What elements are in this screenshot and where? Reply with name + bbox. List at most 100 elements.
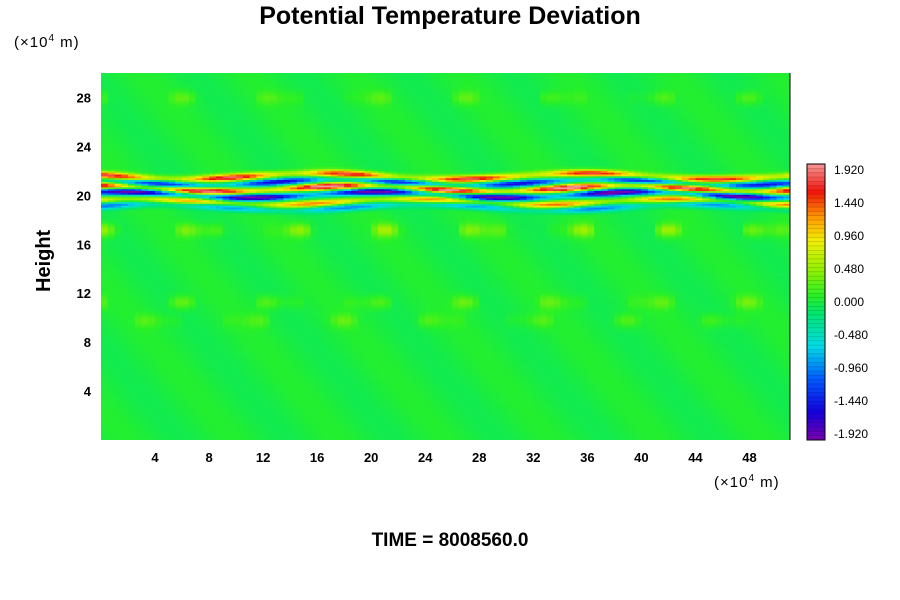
heatmap-cell [310,438,318,440]
heatmap-cell [641,416,649,419]
heatmap-cell [654,419,663,423]
heatmap-cell [681,438,690,440]
heatmap-cell [350,421,359,425]
heatmap-cell [756,427,764,430]
heatmap-cell [364,434,372,437]
heatmap-cell [445,430,453,434]
heatmap-cell [452,438,460,440]
heatmap-cell [594,417,602,421]
heatmap-cell [350,434,359,437]
heatmap-cell [459,428,467,432]
heatmap-cell [459,438,467,440]
heatmap-cell [418,416,426,419]
heatmap-cell [594,432,609,436]
heatmap-cell [215,414,224,417]
heatmap-cell [357,423,366,426]
heatmap-cell [182,434,190,437]
heatmap-cell [594,438,602,440]
heatmap-cell [283,427,291,430]
heatmap-cell [317,416,325,419]
heatmap-cell [513,428,521,432]
heatmap-cell [229,427,237,430]
heatmap-cell [148,434,156,437]
heatmap-cell [317,419,332,423]
heatmap-cell [560,414,568,417]
heatmap-cell [195,436,203,439]
heatmap-cell [540,428,548,432]
heatmap-cell [242,427,251,430]
heatmap-cell [661,438,670,440]
heatmap-cell [621,434,629,437]
heatmap-cell [175,421,183,425]
heatmap-cell [567,438,575,440]
heatmap-cell [695,416,703,419]
heatmap-cell [411,428,420,432]
heatmap-cell [168,416,176,419]
heatmap-cell [317,434,325,437]
heatmap-cell [756,416,764,419]
heatmap-cell [594,414,602,417]
heatmap-cell [161,423,176,426]
heatmap-cell [776,428,784,432]
heatmap-cell [526,430,534,434]
heatmap-cell [337,430,345,434]
heatmap-cell [573,427,582,430]
heatmap-cell [459,434,467,437]
heatmap-cell [182,416,190,419]
heatmap-cell [188,416,197,419]
heatmap-cell [553,438,561,440]
heatmap-cell [708,417,717,421]
heatmap-cell [567,434,575,437]
heatmap-cell [533,423,541,426]
heatmap-cell [519,434,528,437]
heatmap-cell [661,427,670,430]
heatmap-cell [364,427,372,430]
heatmap-cell [648,428,656,432]
heatmap-cell [404,427,413,430]
heatmap-cell [296,427,305,430]
heatmap-cell [742,434,751,437]
heatmap-cell [594,416,602,419]
heatmap-cell [344,427,352,430]
heatmap-cell [729,421,737,425]
heatmap-cell [654,438,663,440]
heatmap-cell [445,427,453,430]
heatmap-cell [634,425,642,428]
heatmap-cell [296,417,305,421]
heatmap-cell [776,421,784,425]
heatmap-cell [263,414,271,417]
heatmap-cell [472,436,480,439]
heatmap-cell [317,425,325,428]
heatmap-cell [742,438,751,440]
heatmap-cell [634,419,642,423]
heatmap-cell [134,423,143,426]
heatmap-cell [256,421,264,425]
heatmap-cell [323,427,332,430]
heatmap-cell [364,414,379,417]
heatmap-cell [411,438,420,440]
heatmap-cell [769,432,778,436]
heatmap-cell [783,423,790,426]
heatmap-cell [128,434,136,437]
heatmap-cell [452,434,460,437]
heatmap-cell [330,432,339,436]
heatmap-cell [546,421,555,425]
heatmap-cell [357,436,366,439]
heatmap-cell [540,414,548,417]
heatmap-cell [431,417,440,421]
heatmap-cell [634,427,642,430]
heatmap-cell [513,434,521,437]
heatmap-cell [236,432,244,436]
heatmap-cell [101,425,109,428]
heatmap-cell [384,414,393,417]
heatmap-cell [465,423,474,426]
heatmap-cell [357,428,366,432]
heatmap-cell [114,430,122,434]
heatmap-cell [756,425,764,428]
heatmap-cell [114,436,122,439]
heatmap-cell [472,427,480,430]
heatmap-cell [371,427,379,430]
heatmap-cell [722,428,730,432]
heatmap-cell [161,432,170,436]
heatmap-cell [627,436,636,439]
